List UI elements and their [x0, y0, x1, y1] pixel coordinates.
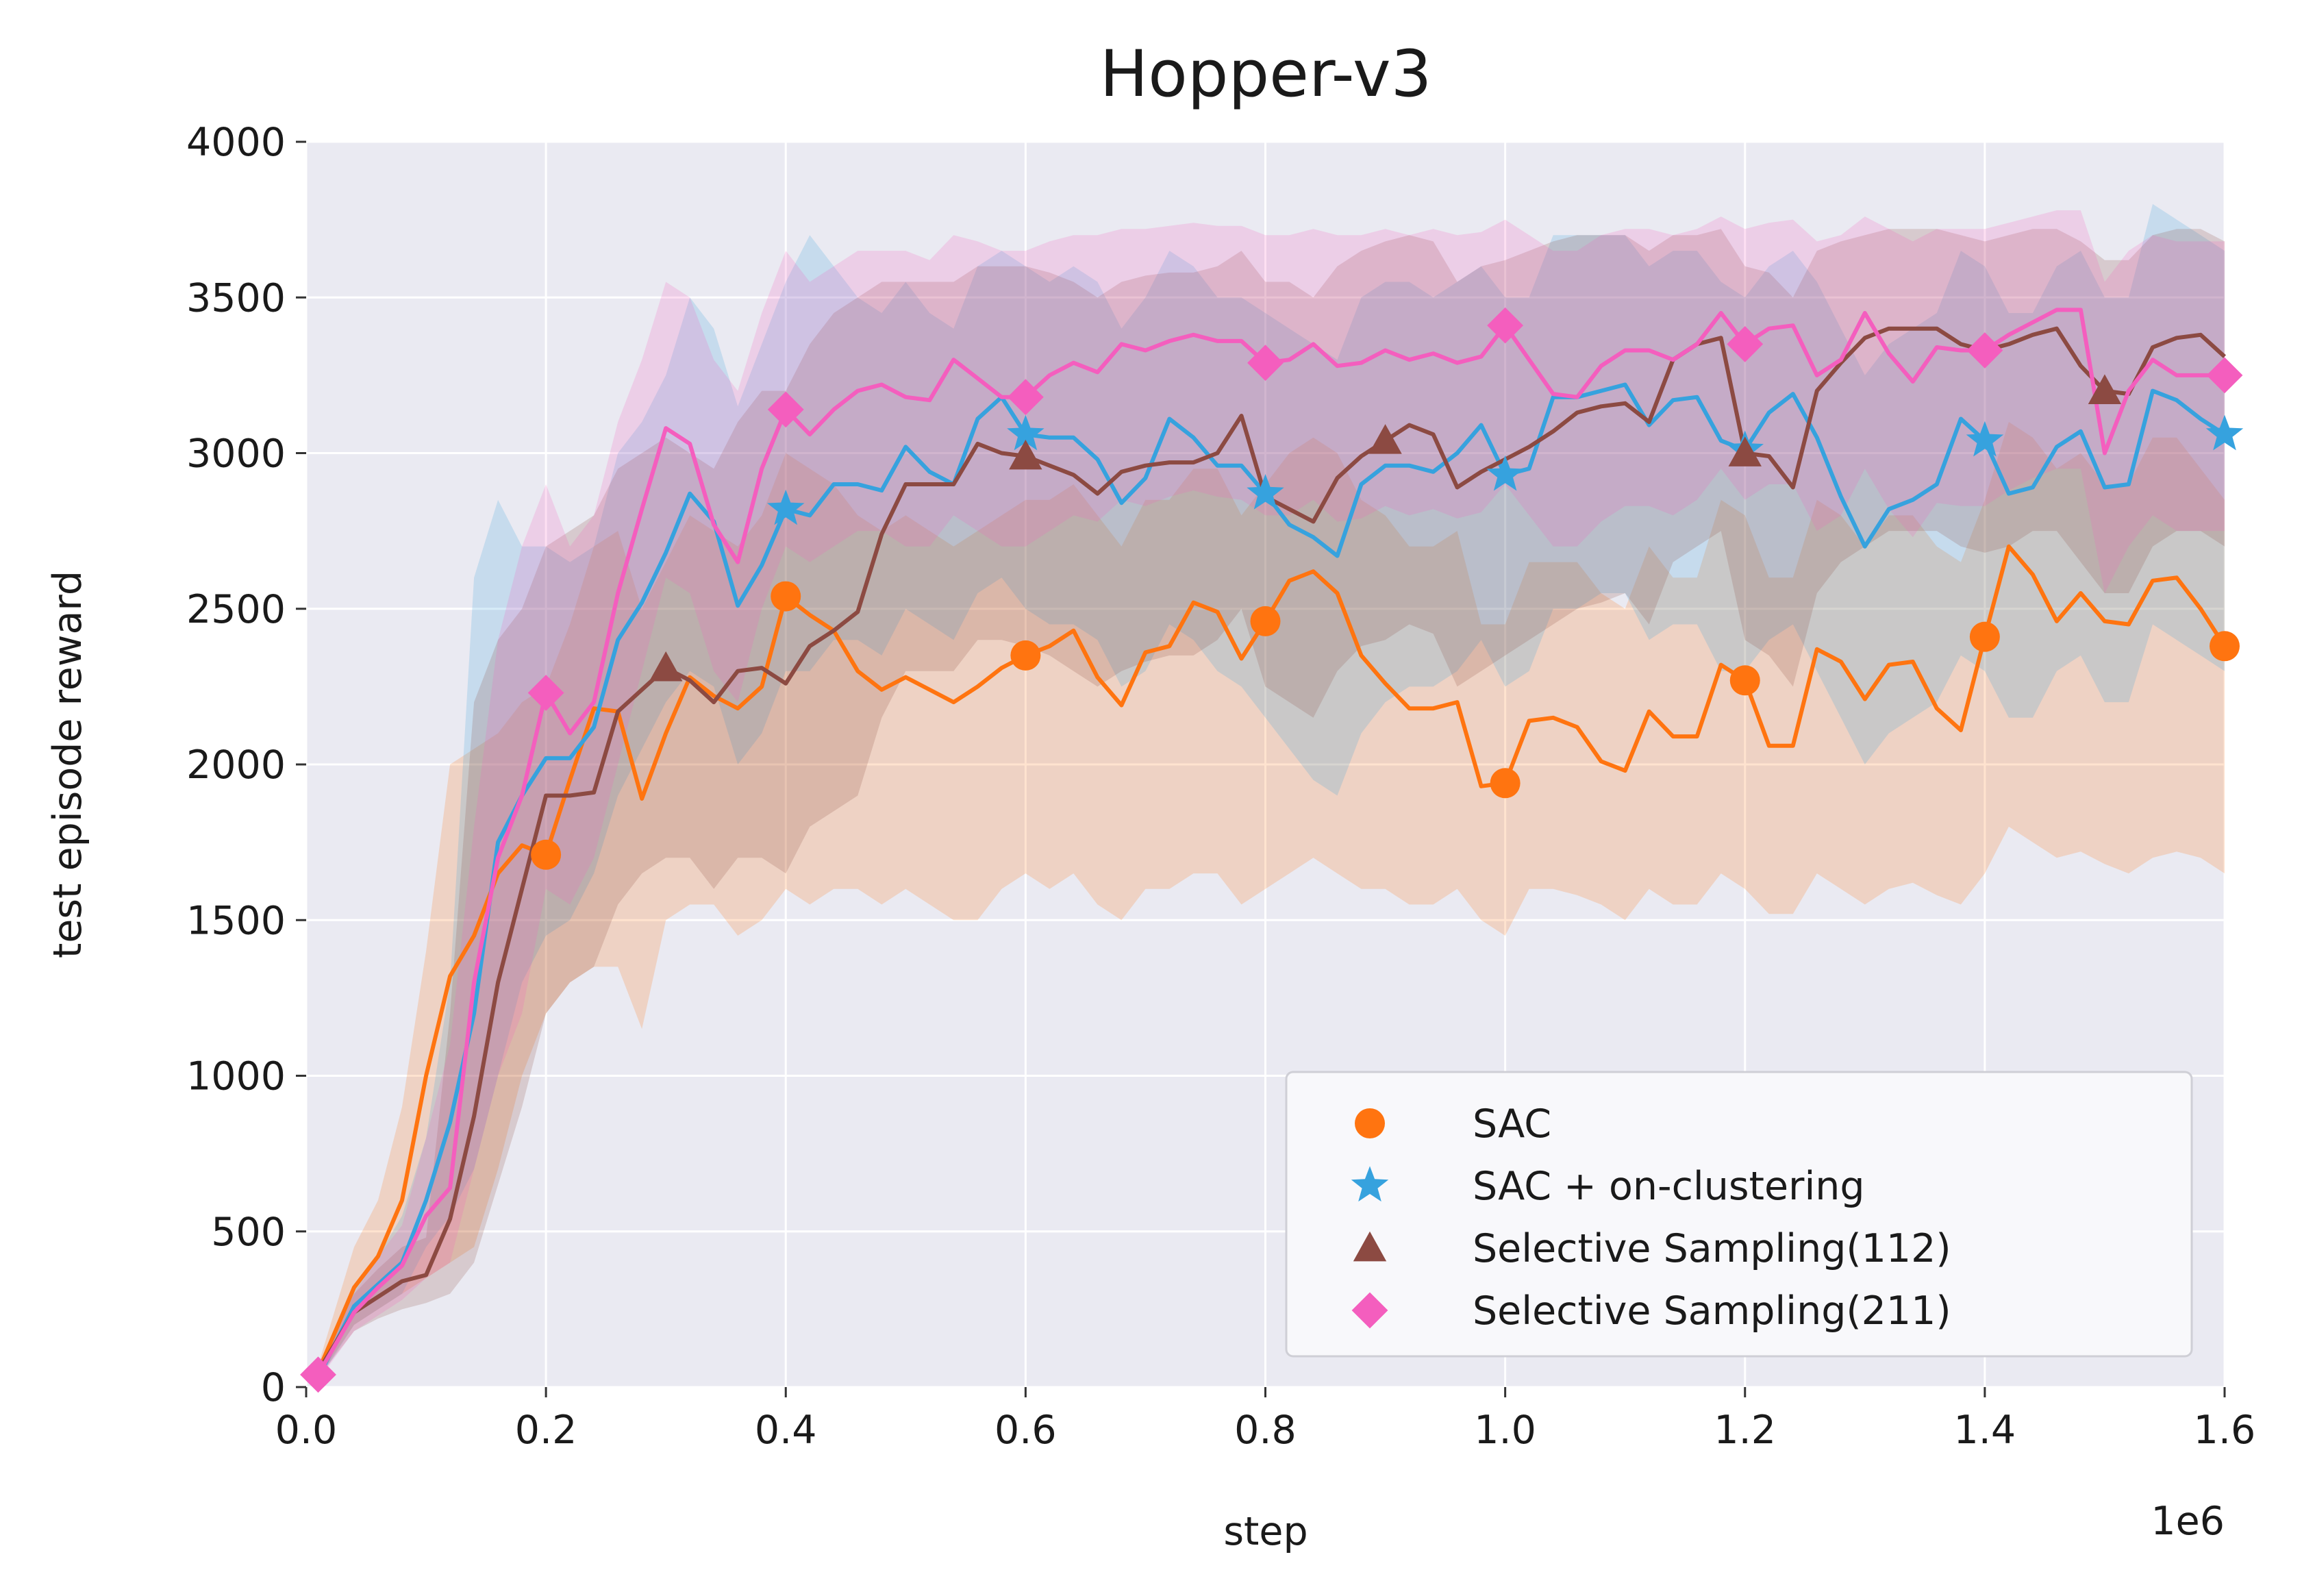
data-point — [771, 581, 801, 612]
data-point — [527, 675, 564, 711]
chart-title: Hopper-v3 — [1100, 37, 1432, 112]
data-point — [1010, 640, 1041, 671]
data-point — [300, 1356, 336, 1393]
data-point — [1490, 768, 1521, 799]
y-tick-label: 500 — [211, 1210, 286, 1255]
x-tick-label: 1.4 — [1954, 1408, 2016, 1453]
legend-label: Selective Sampling(211) — [1473, 1288, 1951, 1334]
data-point — [1728, 436, 1762, 466]
legend-items: SAC SAC + on-clustering Selective Sampling… — [1351, 1101, 1951, 1334]
data-point — [1969, 621, 2000, 652]
data-point — [1247, 345, 1284, 382]
data-point — [1247, 474, 1284, 510]
data-point — [1007, 414, 1044, 451]
x-tick-label: 1.6 — [2194, 1408, 2256, 1453]
y-tick-label: 2500 — [186, 587, 286, 632]
legend: SAC SAC + on-clustering Selective Sampling… — [1285, 1071, 2193, 1358]
x-tick-label: 0.6 — [994, 1408, 1057, 1453]
y-tick-label: 0 — [261, 1365, 286, 1410]
x-tick-label: 1.0 — [1474, 1408, 1536, 1453]
y-tick-label: 1000 — [186, 1054, 286, 1099]
legend-marker — [1355, 1108, 1385, 1138]
y-tick-label: 3500 — [186, 275, 286, 321]
confidence-band — [318, 422, 2225, 1378]
data-point — [2088, 374, 2122, 404]
series-line — [316, 382, 2226, 1379]
data-point — [2205, 414, 2244, 451]
y-tick-label: 1500 — [186, 898, 286, 943]
legend-label: SAC + on-clustering — [1473, 1164, 1865, 1209]
x-tick-label: 1.2 — [1714, 1408, 1776, 1453]
data-point — [1009, 439, 1042, 470]
data-point — [531, 839, 562, 870]
data-point — [767, 391, 804, 428]
data-point — [1007, 379, 1044, 416]
data-point — [2206, 357, 2243, 394]
data-point — [1487, 307, 1524, 344]
data-point — [767, 489, 805, 525]
series-markers — [300, 307, 2244, 1393]
data-point — [1966, 332, 2003, 369]
legend-marker — [1353, 1231, 1387, 1262]
x-axis-label: step — [1223, 1509, 1308, 1554]
data-point — [1250, 606, 1281, 636]
y-axis-ticks: 0 500 1000 1500 2000 2500 3000 3500 4000 — [186, 120, 306, 1410]
legend-marker — [1351, 1166, 1389, 1202]
x-tick-label: 0.8 — [1234, 1408, 1297, 1453]
x-tick-label: 0.4 — [755, 1408, 817, 1453]
y-tick-label: 2000 — [186, 743, 286, 788]
x-tick-label: 0.0 — [275, 1408, 338, 1453]
legend-marker — [1351, 1292, 1388, 1329]
y-axis-label: test episode reward — [45, 571, 90, 958]
data-point — [1729, 665, 1760, 696]
legend-box — [1285, 1071, 2193, 1358]
y-tick-label: 4000 — [186, 120, 286, 165]
data-point — [649, 651, 683, 682]
legend-label: SAC — [1473, 1101, 1551, 1147]
y-tick-label: 3000 — [186, 432, 286, 477]
data-point — [1368, 424, 1402, 454]
x-axis-ticks: 0.0 0.2 0.4 0.6 0.8 1.0 1.2 1.4 1.6 — [275, 1387, 2256, 1453]
data-point — [1486, 455, 1524, 491]
legend-label: Selective Sampling(112) — [1473, 1226, 1951, 1271]
series-line — [316, 544, 2227, 1373]
data-point — [1727, 326, 1764, 362]
x-axis-offset-label: 1e6 — [2151, 1499, 2225, 1544]
series-line — [316, 326, 2227, 1373]
data-point — [2210, 631, 2240, 662]
confidence-band — [318, 203, 2225, 1381]
x-tick-label: 0.2 — [515, 1408, 577, 1453]
data-point — [1966, 421, 2004, 457]
